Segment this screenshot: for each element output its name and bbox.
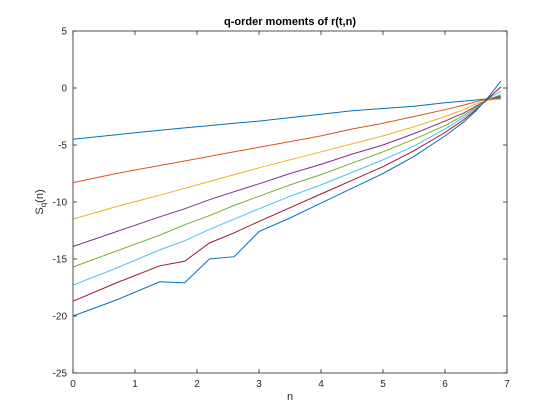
y-tick-label: 0	[61, 84, 67, 95]
x-tick-label: 0	[70, 379, 76, 390]
y-tick-label: -10	[53, 198, 68, 209]
x-tick-label: 5	[380, 379, 386, 390]
x-tick-label: 4	[318, 379, 324, 390]
y-tick-label: -20	[53, 312, 68, 323]
series-line-1	[72, 95, 501, 140]
x-axis-label: n	[287, 391, 293, 403]
series-line-4	[72, 96, 501, 247]
x-tick-label: 6	[442, 379, 448, 390]
x-tick-label: 2	[194, 379, 200, 390]
series-line-6	[72, 90, 502, 286]
series-line-3	[72, 98, 501, 220]
series-line-2	[72, 97, 501, 184]
plot-area: 0 1 2 3 4 5 6 7 -25 -20 -15 -10 -5 0 5	[53, 27, 511, 391]
x-tick-label: 1	[132, 379, 138, 390]
y-axis-label-main: S	[34, 207, 46, 214]
x-tick-label: 3	[256, 379, 262, 390]
y-axis-label-suffix: (n)	[34, 189, 46, 202]
series-line-5	[72, 94, 501, 268]
y-tick-label: -5	[58, 141, 67, 152]
series-line-8	[72, 80, 502, 317]
series-line-7	[72, 86, 502, 302]
y-axis-label: Sq(n)	[34, 189, 48, 214]
y-tick-label: -15	[53, 255, 68, 266]
y-tick-label: 5	[61, 27, 67, 38]
y-axis-label-subscript: q	[39, 203, 48, 207]
x-tick-label: 7	[504, 379, 510, 390]
y-tick-label: -25	[53, 369, 68, 380]
chart-title: q-order moments of r(t,n)	[224, 16, 356, 28]
